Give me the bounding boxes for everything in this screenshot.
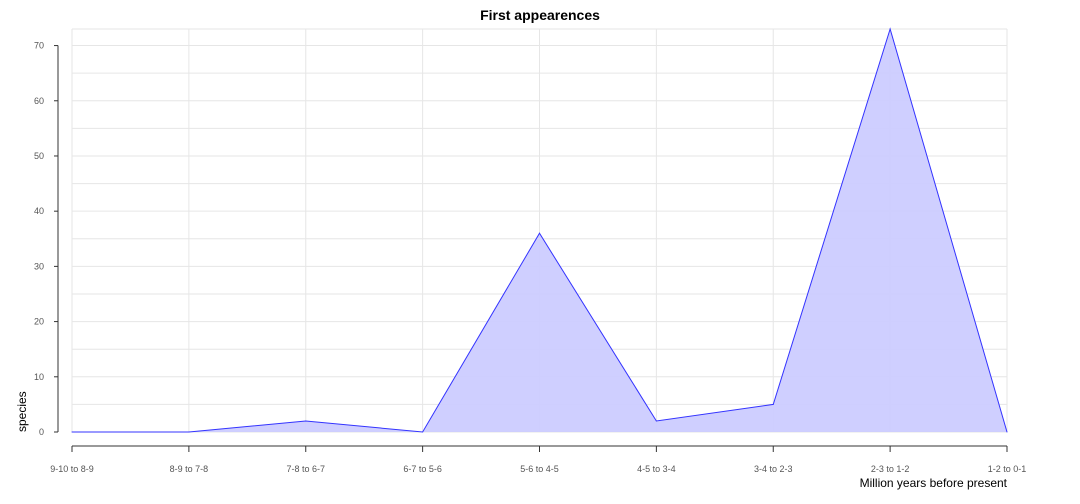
y-tick-label: 60 <box>34 96 44 106</box>
y-tick-label: 0 <box>39 427 44 437</box>
x-tick-label: 1-2 to 0-1 <box>988 464 1027 474</box>
y-tick-label: 30 <box>34 261 44 271</box>
y-tick-label: 20 <box>34 317 44 327</box>
x-axis-title: Million years before present <box>860 476 1008 490</box>
data-point <box>655 420 657 422</box>
y-tick-label: 70 <box>34 41 44 51</box>
area-layer <box>71 27 1008 433</box>
y-tick-label: 40 <box>34 206 44 216</box>
data-point <box>772 403 774 405</box>
data-point <box>422 431 424 433</box>
grid-layer <box>71 28 1008 433</box>
x-tick-label: 2-3 to 1-2 <box>871 464 910 474</box>
data-point <box>305 420 307 422</box>
data-point <box>71 431 73 433</box>
y-axis-title: species <box>15 391 29 432</box>
x-tick-label: 6-7 to 5-6 <box>403 464 442 474</box>
x-tick-label: 4-5 to 3-4 <box>637 464 676 474</box>
data-point <box>188 431 190 433</box>
x-tick-label: 5-6 to 4-5 <box>520 464 559 474</box>
data-point <box>539 232 540 234</box>
chart-title: First appearences <box>480 7 600 23</box>
data-point <box>889 28 891 30</box>
x-tick-label: 9-10 to 8-9 <box>50 464 94 474</box>
y-tick-label: 50 <box>34 151 44 161</box>
x-tick-label: 3-4 to 2-3 <box>754 464 793 474</box>
data-point <box>1006 431 1008 433</box>
x-tick-label: 8-9 to 7-8 <box>170 464 209 474</box>
y-tick-label: 10 <box>34 372 44 382</box>
area-fill <box>72 29 1007 432</box>
axis-layer: 0 10 20 30 40 50 60 70 9-10 to 8-9 8-9 to 7-8 7-8 … <box>34 41 1026 474</box>
x-tick-label: 7-8 to 6-7 <box>286 464 325 474</box>
